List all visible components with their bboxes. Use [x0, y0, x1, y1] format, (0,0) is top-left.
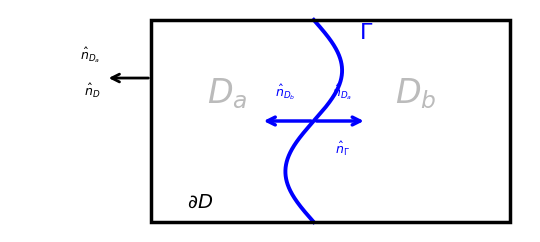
Text: $\hat{n}_{\Gamma}$: $\hat{n}_{\Gamma}$ [335, 140, 349, 158]
Text: $\hat{n}_{D_b}$: $\hat{n}_{D_b}$ [275, 82, 295, 102]
Text: $\partial D$: $\partial D$ [187, 192, 213, 211]
Text: $\Gamma$: $\Gamma$ [359, 23, 373, 43]
Text: $\hat{n}_{D_a}$: $\hat{n}_{D_a}$ [80, 45, 100, 65]
Text: $D_b$: $D_b$ [395, 76, 436, 111]
Text: $\hat{n}_{D}$: $\hat{n}_{D}$ [84, 82, 100, 100]
Text: $\hat{n}_{D_a}$: $\hat{n}_{D_a}$ [332, 82, 352, 102]
Text: $D_a$: $D_a$ [207, 76, 247, 111]
Bar [151, 20, 510, 222]
